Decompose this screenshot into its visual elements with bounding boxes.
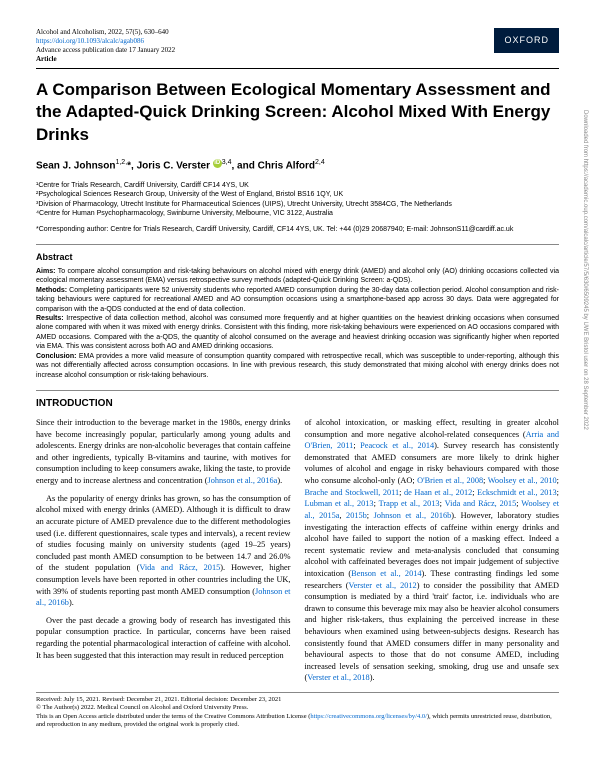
citation[interactable]: de Haan et al., 2012 — [404, 488, 472, 497]
intro-body: Since their introduction to the beverage… — [36, 417, 559, 684]
citation[interactable]: Eckschmidt et al., 2013 — [477, 488, 557, 497]
citation[interactable]: Benson et al., 2014 — [351, 569, 421, 578]
citation[interactable]: Vida and Rácz, 2015 — [445, 499, 517, 508]
journal-line: Alcohol and Alcoholism, 2022, 57(5), 630… — [36, 28, 175, 37]
footer-dates: Received: July 15, 2021. Revised: Decemb… — [36, 696, 559, 704]
download-attribution: Downloaded from https://academic.oup.com… — [581, 110, 589, 610]
affiliation-line: ¹Centre for Trials Research, Cardiff Uni… — [36, 181, 559, 190]
citation[interactable]: Verster et al., 2018 — [307, 673, 369, 682]
divider-abstract-top — [36, 244, 559, 245]
affiliation-line: ²Psychological Sciences Research Group, … — [36, 190, 559, 199]
abstract-heading: Abstract — [36, 251, 559, 264]
methods-label: Methods: — [36, 287, 67, 294]
divider-top — [36, 68, 559, 69]
citation[interactable]: Woolsey et al., 2010 — [488, 476, 557, 485]
article-title: A Comparison Between Ecological Momentar… — [36, 79, 559, 145]
citation[interactable]: Johnson et al., 2016b — [374, 511, 452, 520]
intro-p2: As the popularity of energy drinks has g… — [36, 493, 291, 609]
affiliation-line: ⁴Centre for Human Psychopharmacology, Sw… — [36, 209, 559, 218]
intro-heading: INTRODUCTION — [36, 397, 559, 411]
citation[interactable]: O'Brien et al., 2008 — [417, 476, 483, 485]
affiliations-block: ¹Centre for Trials Research, Cardiff Uni… — [36, 181, 559, 219]
results-label: Results: — [36, 315, 64, 322]
doi-link[interactable]: https://doi.org/10.1093/alcalc/agab086 — [36, 37, 144, 45]
article-type: Article — [36, 55, 175, 64]
aims-text: To compare alcohol consumption and risk-… — [36, 268, 559, 284]
intro-p1: Since their introduction to the beverage… — [36, 417, 291, 487]
corresponding-author: *Corresponding author: Centre for Trials… — [36, 225, 559, 234]
advance-date: Advance access publication date 17 Janua… — [36, 46, 175, 55]
citation[interactable]: Johnson et al., 2016a — [207, 476, 277, 485]
aims-label: Aims: — [36, 268, 55, 275]
abstract-body: Aims: To compare alcohol consumption and… — [36, 267, 559, 380]
citation[interactable]: Verster et al., 2012 — [349, 581, 417, 590]
footer-block: Received: July 15, 2021. Revised: Decemb… — [36, 692, 559, 730]
authors-line: Sean J. Johnson1,2,*, Joris C. Verster i… — [36, 158, 559, 173]
footer-license: This is an Open Access article distribut… — [36, 713, 559, 730]
intro-p3: Over the past decade a growing body of r… — [36, 615, 291, 661]
results-text: Irrespective of data collection method, … — [36, 315, 559, 350]
license-link[interactable]: https://creativecommons.org/licenses/by/… — [310, 713, 427, 720]
citation[interactable]: Trapp et al., 2013 — [379, 499, 440, 508]
methods-text: Completing participants were 52 universi… — [36, 287, 559, 313]
header-row: Alcohol and Alcoholism, 2022, 57(5), 630… — [36, 28, 559, 64]
affiliation-line: ³Division of Pharmacology, Utrecht Insti… — [36, 200, 559, 209]
footer-copyright: © The Author(s) 2022. Medical Council on… — [36, 704, 559, 712]
conclusion-label: Conclusion: — [36, 353, 76, 360]
citation[interactable]: Peacock et al., 2014 — [360, 441, 434, 450]
intro-p4: of alcohol intoxication, or masking effe… — [305, 417, 560, 684]
citation[interactable]: Lubman et al., 2013 — [305, 499, 374, 508]
publisher-badge: OXFORD — [494, 28, 559, 53]
divider-abstract-bottom — [36, 390, 559, 391]
citation[interactable]: 2015b — [346, 511, 367, 520]
citation[interactable]: Vida and Rácz, 2015 — [139, 563, 220, 572]
citation[interactable]: Brache and Stockwell, 2011 — [305, 488, 400, 497]
journal-info: Alcohol and Alcoholism, 2022, 57(5), 630… — [36, 28, 175, 64]
conclusion-text: EMA provides a more valid measure of con… — [36, 353, 559, 379]
